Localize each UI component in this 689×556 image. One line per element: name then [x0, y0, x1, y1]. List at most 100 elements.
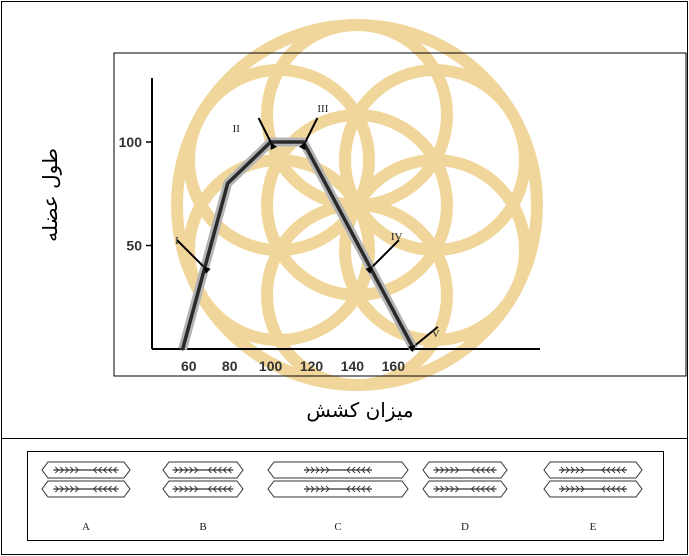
series-point — [181, 347, 185, 351]
sarcomere-panel: A B C D E — [27, 451, 664, 541]
sarcomere-label: D — [461, 521, 469, 533]
annotation-arrow — [415, 326, 439, 346]
myosin-head — [475, 466, 480, 474]
sarcomere-outline — [41, 461, 131, 479]
sarcomere-outline — [422, 461, 508, 479]
myosin-head — [207, 485, 212, 493]
myosin-head — [480, 485, 485, 493]
myosin-head — [450, 466, 455, 474]
myosin-head — [346, 485, 351, 493]
myosin-head — [65, 466, 69, 474]
myosin-head — [445, 466, 450, 474]
sarcomere-diagram: A B C D E — [41, 461, 643, 533]
myosin-head — [575, 466, 580, 474]
myosin-head — [75, 466, 79, 474]
myosin-head — [450, 485, 455, 493]
myosin-head — [325, 485, 330, 493]
myosin-head — [570, 466, 575, 474]
myosin-head — [103, 485, 107, 493]
myosin-head — [440, 466, 445, 474]
myosin-head — [470, 485, 475, 493]
sarcomere-label: B — [199, 521, 206, 533]
myosin-head — [606, 466, 611, 474]
myosin-head — [440, 485, 445, 493]
annotation-arrow — [372, 239, 400, 267]
myosin-head — [70, 485, 74, 493]
myosin-head — [580, 466, 585, 474]
annotation-arrowhead — [408, 344, 416, 353]
myosin-head — [485, 485, 490, 493]
myosin-head — [320, 485, 325, 493]
myosin-head — [601, 485, 606, 493]
myosin-head — [475, 485, 480, 493]
myosin-head — [75, 485, 79, 493]
myosin-head — [470, 466, 475, 474]
myosin-head — [315, 466, 320, 474]
myosin-head — [455, 485, 460, 493]
myosin-head — [70, 466, 74, 474]
myosin-head — [621, 466, 626, 474]
myosin-head — [565, 466, 570, 474]
myosin-head — [179, 466, 184, 474]
myosin-head — [575, 485, 580, 493]
sarcomere-a: A — [41, 461, 131, 533]
sarcomere-label: E — [590, 521, 597, 533]
myosin-head — [310, 466, 315, 474]
myosin-head — [490, 466, 495, 474]
myosin-head — [366, 466, 371, 474]
myosin-head — [184, 485, 189, 493]
myosin-head — [455, 466, 460, 474]
myosin-head — [616, 466, 621, 474]
x-tick-label: 100 — [259, 358, 283, 374]
x-tick-label: 160 — [382, 358, 406, 374]
myosin-head — [55, 466, 59, 474]
myosin-head — [98, 485, 102, 493]
series-point — [226, 181, 230, 185]
myosin-head — [212, 485, 217, 493]
sarcomere-c: C — [267, 461, 409, 533]
myosin-head — [560, 466, 565, 474]
x-tick-label: 80 — [222, 358, 238, 374]
myosin-head — [184, 466, 189, 474]
annotation-arrowhead — [299, 142, 306, 150]
myosin-head — [356, 485, 361, 493]
myosin-head — [60, 485, 64, 493]
myosin-head — [174, 466, 179, 474]
myosin-head — [108, 485, 112, 493]
myosin-head — [103, 466, 107, 474]
myosin-head — [222, 466, 227, 474]
annotation-arrow — [176, 239, 204, 267]
annotation-arrow — [257, 117, 272, 143]
myosin-head — [174, 485, 179, 493]
myosin-head — [55, 485, 59, 493]
myosin-head — [305, 485, 310, 493]
myosin-head — [315, 485, 320, 493]
myosin-head — [217, 466, 222, 474]
myosin-head — [601, 466, 606, 474]
myosin-head — [325, 466, 330, 474]
myosin-head — [611, 466, 616, 474]
myosin-head — [445, 485, 450, 493]
myosin-head — [356, 466, 361, 474]
myosin-head — [490, 485, 495, 493]
myosin-head — [93, 485, 97, 493]
myosin-head — [113, 466, 117, 474]
sarcomere-d: D — [422, 461, 508, 533]
myosin-head — [361, 466, 366, 474]
section-divider — [1, 438, 688, 439]
series-point — [301, 140, 305, 144]
annotation-label: V — [432, 328, 440, 340]
myosin-head — [485, 466, 490, 474]
myosin-head — [194, 485, 199, 493]
myosin-head — [320, 466, 325, 474]
sarcomere-b: B — [162, 461, 244, 533]
x-axis-label: میزان کشش — [306, 398, 414, 422]
myosin-head — [480, 466, 485, 474]
sarcomere-outline — [162, 461, 244, 479]
annotation-label: IV — [391, 231, 403, 243]
myosin-head — [435, 485, 440, 493]
myosin-head — [606, 485, 611, 493]
myosin-head — [435, 466, 440, 474]
sarcomere-outline — [267, 461, 409, 479]
